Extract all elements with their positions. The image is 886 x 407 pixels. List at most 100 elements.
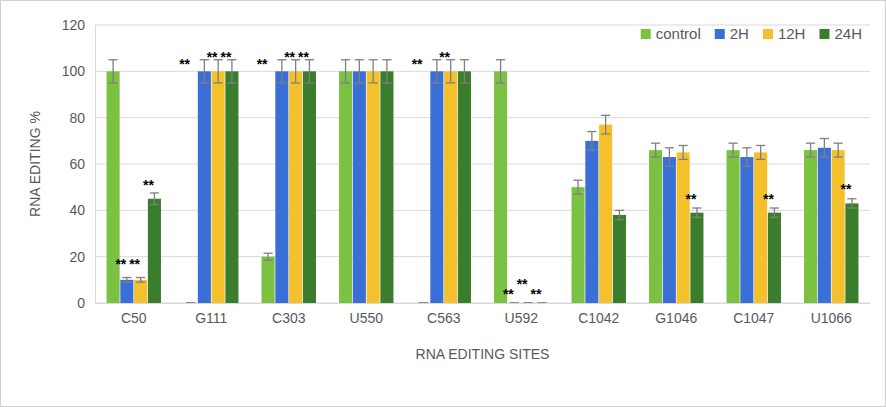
error-stem: [824, 139, 825, 158]
error-stem: [217, 60, 218, 83]
bar: [845, 203, 858, 303]
error-bar: [742, 148, 751, 167]
error-bar: [524, 303, 533, 304]
bar: [613, 215, 626, 303]
error-bar: [136, 278, 145, 283]
y-tick-label: 120: [62, 17, 86, 33]
annotation: **: [143, 177, 154, 193]
annotation: **: [298, 49, 309, 65]
error-stem: [204, 60, 205, 83]
x-tick-label: C303: [272, 310, 306, 326]
annotation: **: [284, 49, 295, 65]
x-tick: C563: [427, 303, 461, 326]
error-cap: [770, 207, 779, 208]
bar: [690, 213, 703, 303]
error-stem: [774, 208, 775, 217]
legend-label: 12H: [778, 25, 806, 42]
y-axis-line: [95, 26, 96, 304]
error-cap: [419, 302, 428, 303]
error-bar: [460, 60, 469, 83]
error-cap: [264, 253, 273, 254]
bar: [339, 71, 352, 303]
bar: [535, 303, 548, 304]
legend-swatch: [641, 29, 651, 39]
error-bar: [770, 208, 779, 217]
error-stem: [810, 143, 811, 157]
y-tick: 80: [69, 110, 95, 126]
error-bar: [615, 210, 624, 219]
error-cap: [214, 82, 223, 83]
error-stem: [669, 148, 670, 167]
error-cap: [679, 145, 688, 146]
error-stem: [732, 143, 733, 157]
bar: [417, 303, 430, 304]
error-stem: [295, 60, 296, 83]
annotation: **: [503, 286, 514, 302]
error-cap: [109, 82, 118, 83]
y-tick: 100: [62, 63, 95, 79]
error-cap: [820, 156, 829, 157]
x-tick-label: U1066: [811, 310, 852, 326]
error-cap: [537, 302, 546, 303]
annotation: **: [179, 56, 190, 72]
chart-container: 020406080100120C50G111C303U550C563U592C1…: [0, 0, 886, 407]
legend-swatch: [763, 29, 773, 39]
annotation: **: [763, 191, 774, 207]
error-cap: [524, 302, 533, 303]
legend-item: 12H: [763, 25, 806, 42]
error-stem: [577, 180, 578, 194]
error-cap: [806, 156, 815, 157]
error-cap: [496, 59, 505, 60]
error-cap: [665, 147, 674, 148]
y-tick: 20: [69, 249, 95, 265]
bar: [262, 257, 275, 303]
error-cap: [264, 259, 273, 260]
bar: [380, 71, 393, 303]
y-axis: 020406080100120: [62, 17, 96, 311]
annotation: **: [517, 276, 528, 292]
x-tick: C1042: [578, 303, 619, 326]
bar: [740, 157, 753, 303]
y-tick-label: 100: [62, 63, 86, 79]
error-bar: [847, 199, 856, 208]
bar: [120, 280, 133, 303]
annotation: **: [129, 256, 140, 272]
error-cap: [615, 219, 624, 220]
bar: [430, 71, 443, 303]
y-tick-label: 40: [69, 202, 85, 218]
error-cap: [136, 277, 145, 278]
error-stem: [345, 60, 346, 83]
bar: [198, 71, 211, 303]
error-bar: [601, 115, 610, 134]
error-cap: [136, 281, 145, 282]
error-stem: [746, 148, 747, 167]
error-bar: [756, 145, 765, 159]
error-stem: [760, 145, 761, 159]
y-tick-label: 0: [77, 295, 85, 311]
bar: [184, 303, 197, 304]
error-stem: [112, 60, 113, 83]
error-stem: [359, 60, 360, 83]
bar: [663, 157, 676, 303]
error-bar: [150, 193, 159, 205]
bar: [754, 152, 767, 303]
error-cap: [834, 142, 843, 143]
error-bar: [419, 303, 428, 304]
grid-line: [95, 164, 870, 165]
error-cap: [227, 82, 236, 83]
annotation: **: [530, 286, 541, 302]
annotation: **: [412, 56, 423, 72]
bar: [444, 71, 457, 303]
error-stem: [682, 145, 683, 159]
error-cap: [742, 166, 751, 167]
error-cap: [756, 145, 765, 146]
error-cap: [122, 277, 131, 278]
x-tick: G111: [195, 303, 227, 326]
error-cap: [587, 131, 596, 132]
x-tick-label: C1042: [578, 310, 619, 326]
error-cap: [524, 302, 533, 303]
bar: [727, 150, 740, 303]
error-cap: [432, 82, 441, 83]
error-cap: [305, 82, 314, 83]
error-cap: [834, 156, 843, 157]
